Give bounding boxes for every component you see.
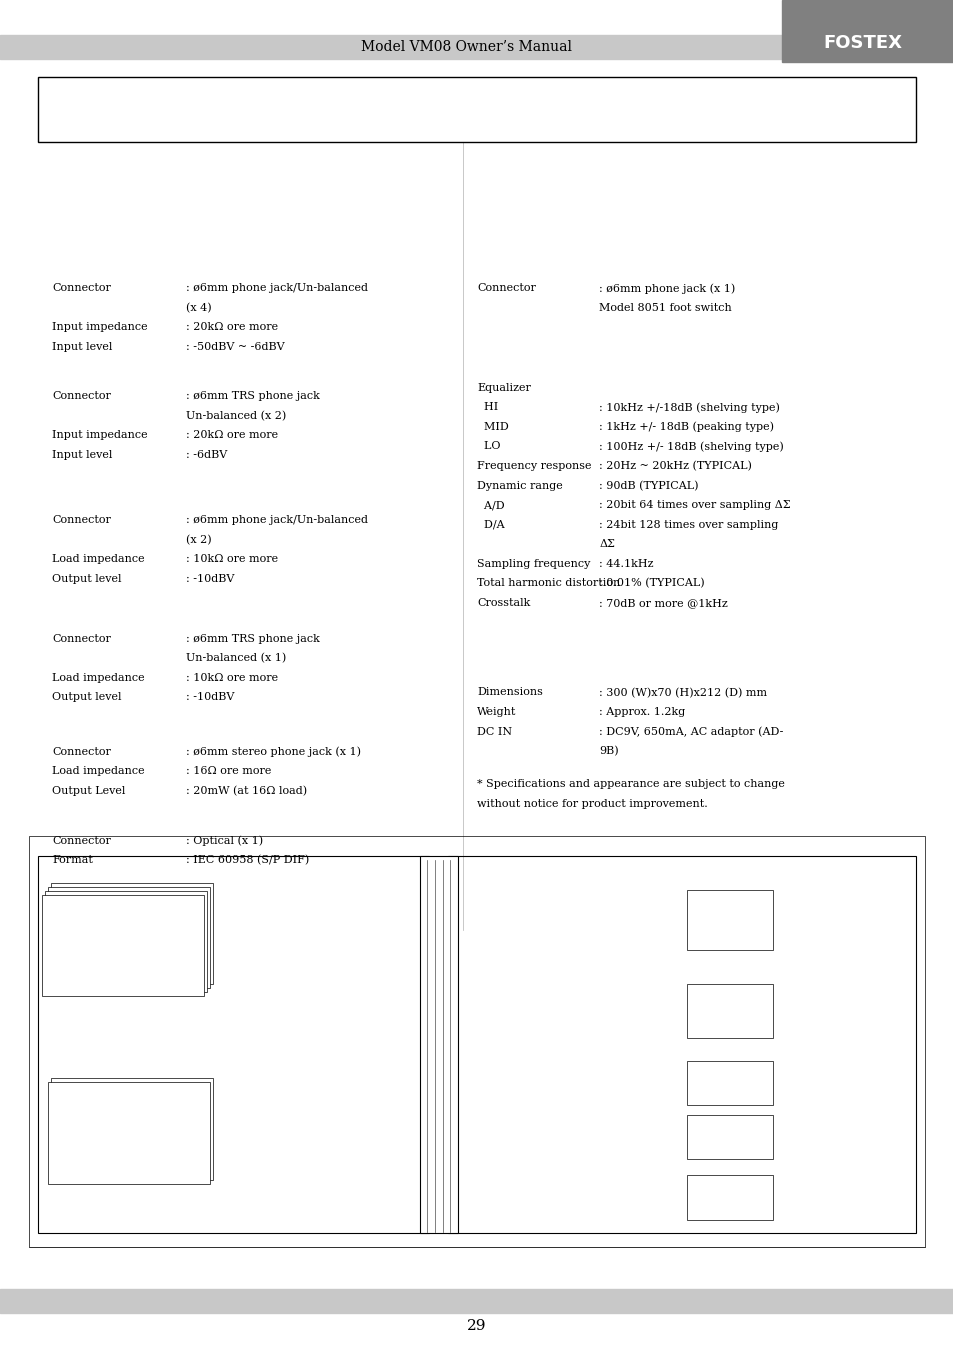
Text: DC IN: DC IN <box>476 727 512 736</box>
Text: : 16Ω ore more: : 16Ω ore more <box>186 766 271 776</box>
Text: : Approx. 1.2kg: : Approx. 1.2kg <box>598 706 684 717</box>
Text: Model 8051 foot switch: Model 8051 foot switch <box>598 302 731 313</box>
Text: : 10kΩ ore more: : 10kΩ ore more <box>186 554 278 563</box>
Text: : 70dB or more @1kHz: : 70dB or more @1kHz <box>598 599 727 608</box>
Text: : 90dB (TYPICAL): : 90dB (TYPICAL) <box>598 481 698 491</box>
Text: : 300 (W)x70 (H)x212 (D) mm: : 300 (W)x70 (H)x212 (D) mm <box>598 687 766 698</box>
Text: Connector: Connector <box>52 515 112 524</box>
Text: : 20Hz ~ 20kHz (TYPICAL): : 20Hz ~ 20kHz (TYPICAL) <box>598 461 751 472</box>
Text: Connector: Connector <box>52 836 112 845</box>
Text: : 20kΩ ore more: : 20kΩ ore more <box>186 322 278 332</box>
Text: : ø6mm phone jack/Un-balanced: : ø6mm phone jack/Un-balanced <box>186 283 368 293</box>
Text: Dynamic range: Dynamic range <box>476 481 562 491</box>
Bar <box>448 856 915 1233</box>
Bar <box>686 1115 772 1159</box>
Text: : -50dBV ~ -6dBV: : -50dBV ~ -6dBV <box>186 341 284 352</box>
Text: D/A: D/A <box>476 520 504 530</box>
Text: : ø6mm phone jack/Un-balanced: : ø6mm phone jack/Un-balanced <box>186 515 368 524</box>
Text: without notice for product improvement.: without notice for product improvement. <box>476 798 707 809</box>
Text: Connector: Connector <box>476 283 536 293</box>
Text: Model VM08 Owner’s Manual: Model VM08 Owner’s Manual <box>361 40 572 54</box>
Text: : -10dBV: : -10dBV <box>186 574 234 584</box>
Text: : IEC 60958 (S/P DIF): : IEC 60958 (S/P DIF) <box>186 855 309 865</box>
Text: : 44.1kHz: : 44.1kHz <box>598 559 653 569</box>
Text: Un-balanced (x 2): Un-balanced (x 2) <box>186 410 286 421</box>
Text: : 100Hz +/- 18dB (shelving type): : 100Hz +/- 18dB (shelving type) <box>598 442 783 452</box>
Text: : 20mW (at 16Ω load): : 20mW (at 16Ω load) <box>186 786 307 797</box>
Text: : 1kHz +/- 18dB (peaking type): : 1kHz +/- 18dB (peaking type) <box>598 422 773 433</box>
Bar <box>0 1289 953 1313</box>
Text: : 24bit 128 times over sampling: : 24bit 128 times over sampling <box>598 520 778 530</box>
Bar <box>0 35 953 59</box>
Text: : Optical (x 1): : Optical (x 1) <box>186 836 263 847</box>
Bar <box>686 1175 772 1220</box>
Text: * Specifications and appearance are subject to change: * Specifications and appearance are subj… <box>476 779 784 789</box>
Text: Connector: Connector <box>52 747 112 756</box>
Bar <box>781 0 953 62</box>
Text: (x 2): (x 2) <box>186 534 212 545</box>
Bar <box>686 890 772 950</box>
Bar <box>419 856 457 1233</box>
Text: (x 4): (x 4) <box>186 302 212 313</box>
Text: 29: 29 <box>467 1320 486 1333</box>
Bar <box>48 887 210 988</box>
Text: Total harmonic distortion: Total harmonic distortion <box>476 578 619 588</box>
Bar <box>686 1061 772 1105</box>
Bar <box>51 1078 213 1180</box>
Text: Connector: Connector <box>52 283 112 293</box>
Text: ΔΣ: ΔΣ <box>598 539 615 549</box>
Text: Sampling frequency: Sampling frequency <box>476 559 590 569</box>
Text: Frequency response: Frequency response <box>476 461 591 470</box>
Text: Input impedance: Input impedance <box>52 430 148 439</box>
Bar <box>38 856 429 1233</box>
Bar <box>51 883 213 984</box>
Text: : 20kΩ ore more: : 20kΩ ore more <box>186 430 278 439</box>
Text: Connector: Connector <box>52 391 112 400</box>
Text: HI: HI <box>476 402 497 412</box>
Text: Input level: Input level <box>52 341 112 352</box>
Text: : 10kΩ ore more: : 10kΩ ore more <box>186 673 278 682</box>
Text: LO: LO <box>476 442 500 452</box>
Text: Output level: Output level <box>52 693 122 702</box>
Text: : -6dBV: : -6dBV <box>186 450 227 460</box>
Text: Crosstalk: Crosstalk <box>476 599 530 608</box>
Bar <box>38 77 915 142</box>
Text: Load impedance: Load impedance <box>52 554 145 563</box>
Text: : -10dBV: : -10dBV <box>186 693 234 702</box>
Text: Output level: Output level <box>52 574 122 584</box>
Text: : 0.01% (TYPICAL): : 0.01% (TYPICAL) <box>598 578 704 589</box>
Bar <box>48 1082 210 1184</box>
Text: A/D: A/D <box>476 500 504 510</box>
Text: Connector: Connector <box>52 634 112 643</box>
Text: Un-balanced (x 1): Un-balanced (x 1) <box>186 652 286 663</box>
Bar <box>42 895 204 996</box>
Text: Load impedance: Load impedance <box>52 673 145 682</box>
Text: : 20bit 64 times over sampling ΔΣ: : 20bit 64 times over sampling ΔΣ <box>598 500 790 510</box>
Text: FOSTEX: FOSTEX <box>823 34 902 53</box>
Text: MID: MID <box>476 422 508 431</box>
Text: 9B): 9B) <box>598 745 618 756</box>
Text: Input impedance: Input impedance <box>52 322 148 332</box>
Text: Output Level: Output Level <box>52 786 126 795</box>
Text: : ø6mm TRS phone jack: : ø6mm TRS phone jack <box>186 391 319 400</box>
Bar <box>686 984 772 1038</box>
Text: : 10kHz +/-18dB (shelving type): : 10kHz +/-18dB (shelving type) <box>598 402 780 412</box>
Text: Input level: Input level <box>52 450 112 460</box>
Text: Load impedance: Load impedance <box>52 766 145 776</box>
Text: Equalizer: Equalizer <box>476 383 530 392</box>
Text: : DC9V, 650mA, AC adaptor (AD-: : DC9V, 650mA, AC adaptor (AD- <box>598 727 782 737</box>
Text: Weight: Weight <box>476 706 516 717</box>
Text: Dimensions: Dimensions <box>476 687 542 697</box>
Text: : ø6mm phone jack (x 1): : ø6mm phone jack (x 1) <box>598 283 735 294</box>
Text: : ø6mm stereo phone jack (x 1): : ø6mm stereo phone jack (x 1) <box>186 747 360 758</box>
Bar <box>45 891 207 992</box>
Bar <box>29 836 924 1247</box>
Text: : ø6mm TRS phone jack: : ø6mm TRS phone jack <box>186 634 319 643</box>
Text: Format: Format <box>52 855 93 865</box>
